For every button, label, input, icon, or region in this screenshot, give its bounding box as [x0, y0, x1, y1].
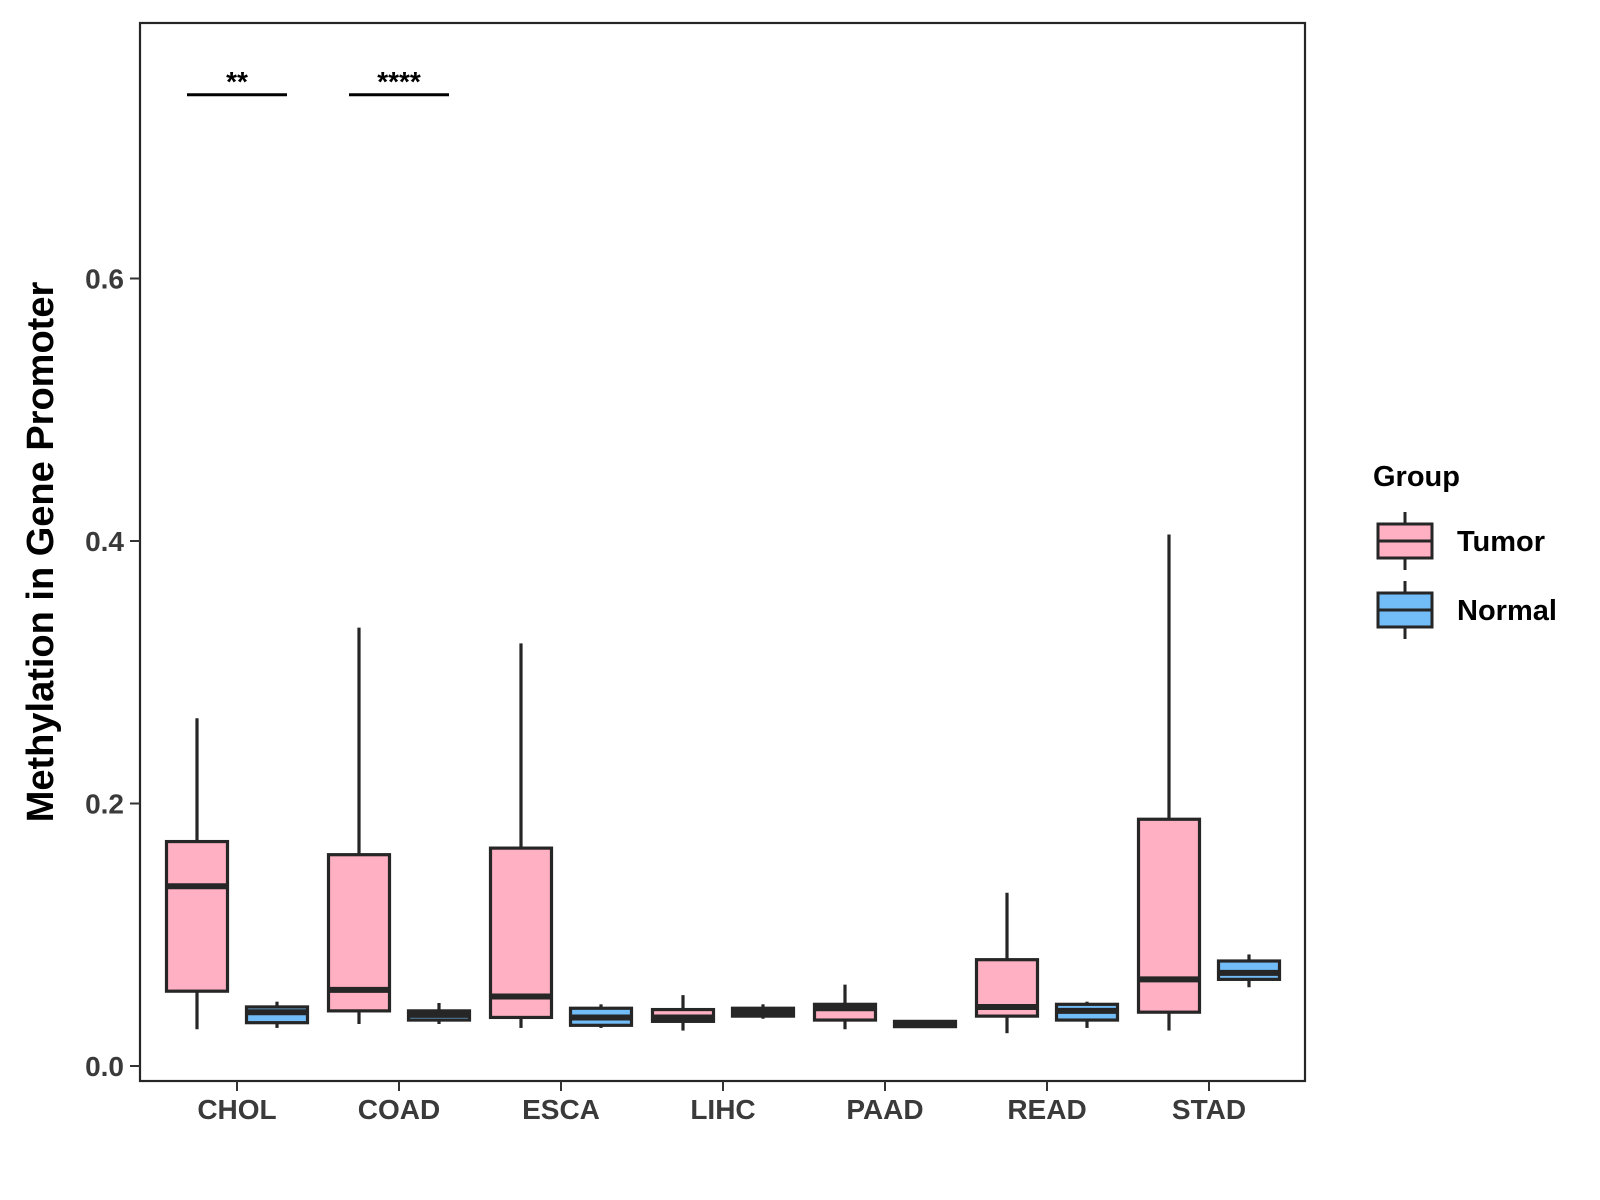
- box-body-tumor-esca: [488, 846, 554, 1020]
- box-tumor-coad: [326, 627, 392, 1024]
- y-tick-label-0.4: 0.4: [85, 526, 124, 557]
- legend-title: Group: [1373, 461, 1460, 493]
- legend-entries: Tumor Normal: [1376, 512, 1557, 639]
- x-tick-label-read: READ: [1007, 1094, 1086, 1125]
- box-body-tumor-stad: [1136, 817, 1202, 1014]
- y-tick-label-0.0: 0.0: [85, 1051, 124, 1082]
- box-tumor-esca: [488, 643, 554, 1028]
- box-tumor-stad: [1136, 534, 1202, 1031]
- box-normal-paad: [892, 1019, 958, 1029]
- box-normal-read: [1054, 1001, 1120, 1028]
- x-tick-label-esca: ESCA: [522, 1094, 600, 1125]
- legend: Group Tumor Normal: [1373, 461, 1557, 639]
- box-normal-esca: [568, 1004, 634, 1028]
- boxes-layer: [164, 534, 1282, 1034]
- x-tick-label-chol: CHOL: [197, 1094, 276, 1125]
- x-axis: CHOL COAD ESCA LIHC PAAD READ STAD: [197, 1081, 1246, 1125]
- y-tick-label-0.6: 0.6: [85, 264, 124, 295]
- legend-label-tumor: Tumor: [1457, 526, 1545, 558]
- x-tick-label-lihc: LIHC: [690, 1094, 755, 1125]
- y-axis-title: Methylation in Gene Promoter: [20, 282, 62, 823]
- box-normal-chol: [244, 1001, 310, 1028]
- y-tick-label-0.2: 0.2: [85, 789, 124, 820]
- significance-label-coad: ****: [377, 66, 421, 97]
- x-tick-label-coad: COAD: [358, 1094, 440, 1125]
- x-tick-label-stad: STAD: [1172, 1094, 1246, 1125]
- box-body-tumor-chol: [164, 839, 230, 993]
- legend-entry-tumor: Tumor: [1376, 512, 1545, 570]
- significance-label-chol: **: [226, 66, 248, 97]
- box-normal-stad: [1216, 954, 1282, 988]
- box-body-tumor-coad: [326, 853, 392, 1013]
- box-normal-lihc: [730, 1004, 796, 1019]
- box-normal-coad: [406, 1003, 472, 1024]
- box-tumor-chol: [164, 718, 230, 1030]
- significance-annotations: ** ****: [187, 66, 449, 97]
- legend-entry-normal: Normal: [1376, 581, 1557, 639]
- y-axis: 0.0 0.2 0.4 0.6: [85, 264, 140, 1082]
- box-tumor-paad: [812, 984, 878, 1030]
- x-tick-label-paad: PAAD: [846, 1094, 923, 1125]
- box-tumor-read: [974, 892, 1040, 1034]
- legend-label-normal: Normal: [1457, 595, 1557, 627]
- box-tumor-lihc: [650, 995, 716, 1031]
